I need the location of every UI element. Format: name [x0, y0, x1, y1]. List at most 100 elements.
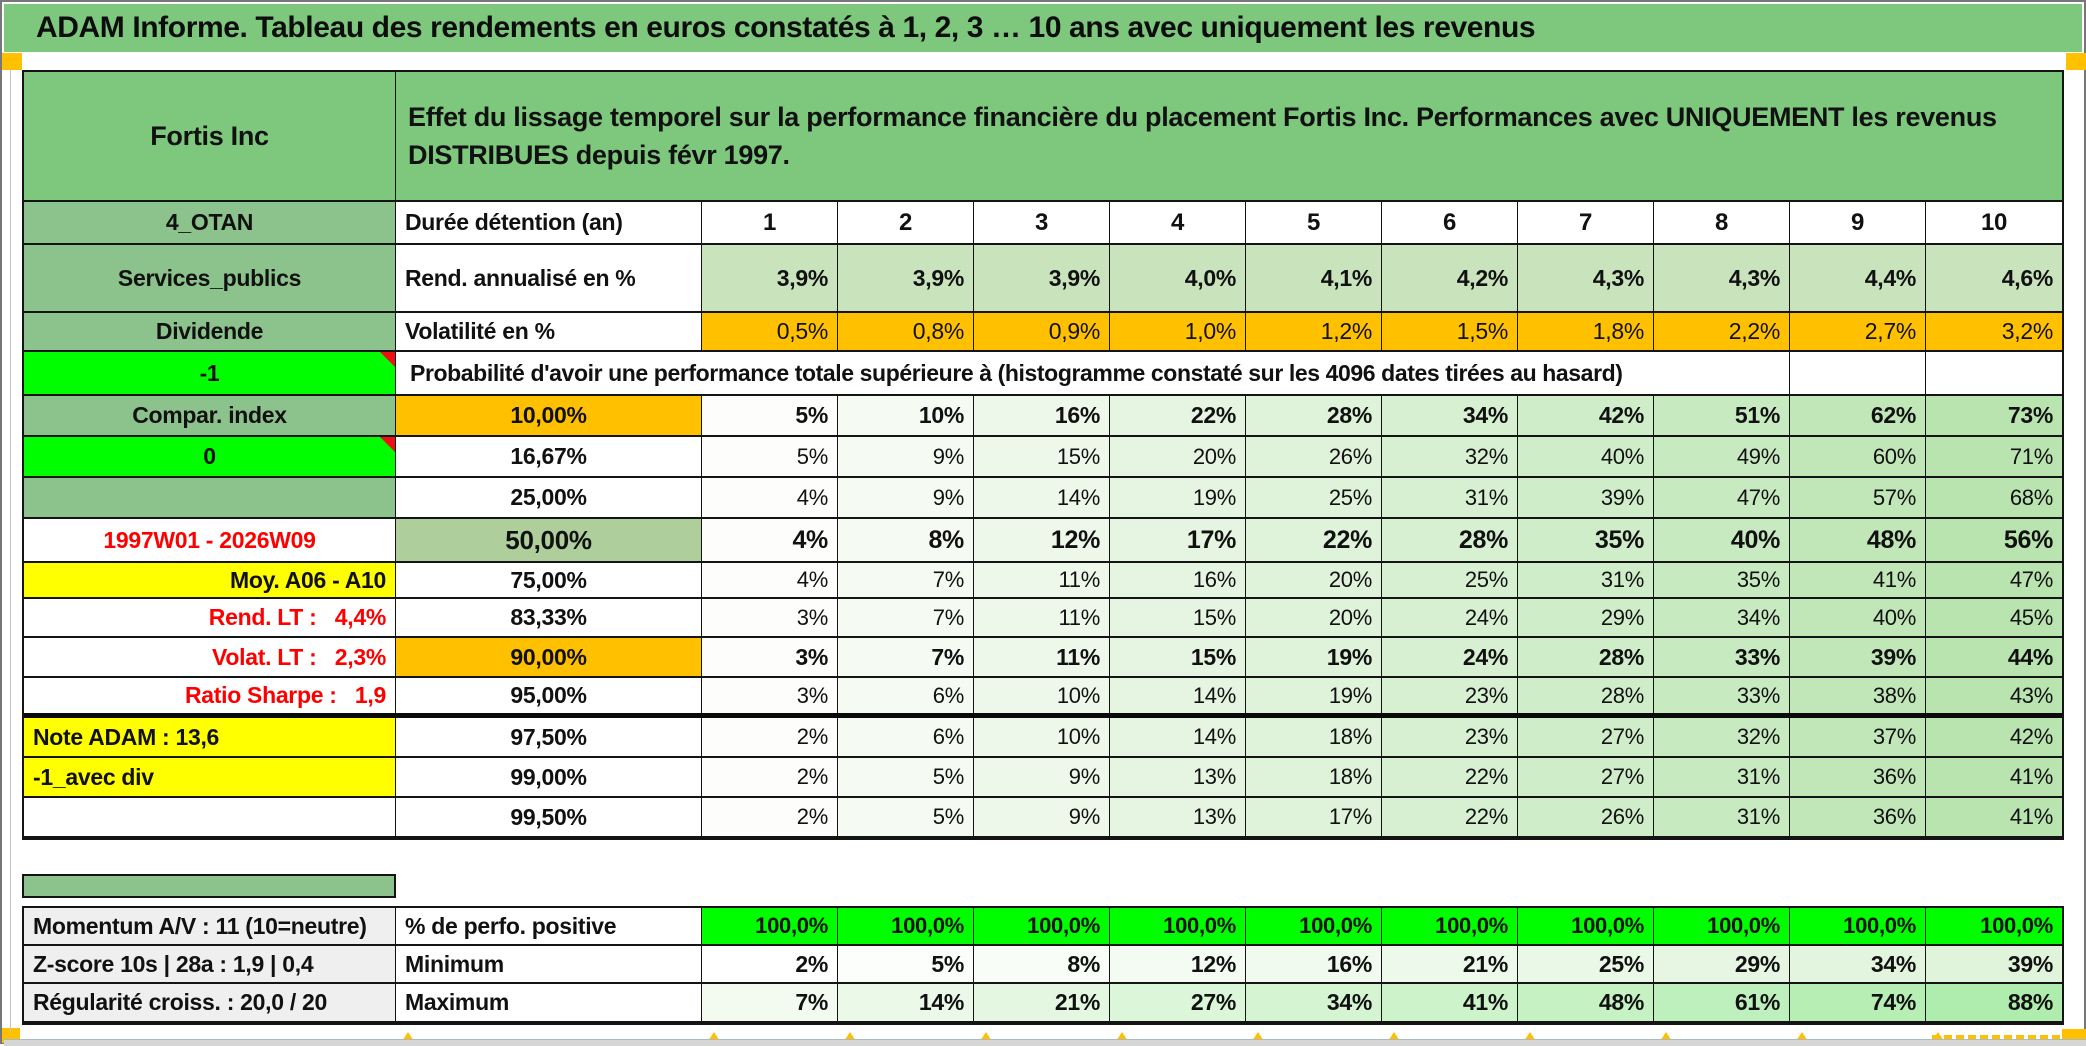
- cell-p97-5-y4[interactable]: 14%: [1110, 718, 1246, 756]
- metric-p95[interactable]: 95,00%: [396, 678, 702, 713]
- cell-p99-5-y2[interactable]: 5%: [838, 798, 974, 836]
- cell-p83-33-y8[interactable]: 34%: [1654, 599, 1790, 636]
- cell-p90-y10[interactable]: 44%: [1926, 638, 2062, 676]
- metric-p99[interactable]: 99,00%: [396, 758, 702, 796]
- cell-p95-y2[interactable]: 6%: [838, 678, 974, 713]
- cell-p10-y3[interactable]: 16%: [974, 396, 1110, 435]
- cell-p99-5-y5[interactable]: 17%: [1246, 798, 1382, 836]
- cell-rend-annualise-y2[interactable]: 3,9%: [838, 245, 974, 311]
- label-minimum[interactable]: Z-score 10s | 28a : 1,9 | 0,4: [24, 946, 396, 982]
- cell-duration-y9[interactable]: 9: [1790, 202, 1926, 243]
- cell-p10-y6[interactable]: 34%: [1382, 396, 1518, 435]
- cell-rend-annualise-y6[interactable]: 4,2%: [1382, 245, 1518, 311]
- cell-p99-y3[interactable]: 9%: [974, 758, 1110, 796]
- cell-maximum-y6[interactable]: 41%: [1382, 984, 1518, 1021]
- cell-p97-5-y6[interactable]: 23%: [1382, 718, 1518, 756]
- cell-p83-33-y10[interactable]: 45%: [1926, 599, 2062, 636]
- cell-p10-y5[interactable]: 28%: [1246, 396, 1382, 435]
- cell-rend-annualise-y1[interactable]: 3,9%: [702, 245, 838, 311]
- metric-p25[interactable]: 25,00%: [396, 478, 702, 517]
- cell-p90-y2[interactable]: 7%: [838, 638, 974, 676]
- cell-p90-y3[interactable]: 11%: [974, 638, 1110, 676]
- cell-duration-y6[interactable]: 6: [1382, 202, 1518, 243]
- cell-p90-y6[interactable]: 24%: [1382, 638, 1518, 676]
- cell-volatilite-y2[interactable]: 0,8%: [838, 313, 974, 350]
- cell-p16-67-y7[interactable]: 40%: [1518, 437, 1654, 476]
- cell-p16-67-y6[interactable]: 32%: [1382, 437, 1518, 476]
- metric-duration[interactable]: Durée détention (an): [396, 202, 702, 243]
- cell-p10-y1[interactable]: 5%: [702, 396, 838, 435]
- cell-volatilite-y8[interactable]: 2,2%: [1654, 313, 1790, 350]
- cell-p16-67-y2[interactable]: 9%: [838, 437, 974, 476]
- cell-p95-y1[interactable]: 3%: [702, 678, 838, 713]
- cell-duration-y3[interactable]: 3: [974, 202, 1110, 243]
- cell-p16-67-y1[interactable]: 5%: [702, 437, 838, 476]
- cell-perfo-positive-y3[interactable]: 100,0%: [974, 908, 1110, 944]
- cell-p95-y9[interactable]: 38%: [1790, 678, 1926, 713]
- cell-p75-y4[interactable]: 16%: [1110, 563, 1246, 597]
- cell-p99-y10[interactable]: 41%: [1926, 758, 2062, 796]
- cell-minimum-y1[interactable]: 2%: [702, 946, 838, 982]
- green-strip-cell[interactable]: [22, 874, 396, 898]
- cell-p99-5-y4[interactable]: 13%: [1110, 798, 1246, 836]
- cell-p10-y10[interactable]: 73%: [1926, 396, 2062, 435]
- cell-volatilite-y7[interactable]: 1,8%: [1518, 313, 1654, 350]
- cell-maximum-y3[interactable]: 21%: [974, 984, 1110, 1021]
- cell-perfo-positive-y4[interactable]: 100,0%: [1110, 908, 1246, 944]
- metric-minimum[interactable]: Minimum: [396, 946, 702, 982]
- label-p95[interactable]: Ratio Sharpe : 1,9: [24, 678, 396, 713]
- label-p90[interactable]: Volat. LT : 2,3%: [24, 638, 396, 676]
- cell-p90-y5[interactable]: 19%: [1246, 638, 1382, 676]
- label-p10[interactable]: Compar. index: [24, 396, 396, 435]
- cell-p75-y9[interactable]: 41%: [1790, 563, 1926, 597]
- cell-p97-5-y9[interactable]: 37%: [1790, 718, 1926, 756]
- cell-duration-y1[interactable]: 1: [702, 202, 838, 243]
- cell-minimum-y8[interactable]: 29%: [1654, 946, 1790, 982]
- cell-p99-5-y10[interactable]: 41%: [1926, 798, 2062, 836]
- cell-p83-33-y3[interactable]: 11%: [974, 599, 1110, 636]
- cell-volatilite-y3[interactable]: 0,9%: [974, 313, 1110, 350]
- cell-p97-5-y8[interactable]: 32%: [1654, 718, 1790, 756]
- metric-p50[interactable]: 50,00%: [396, 519, 702, 561]
- cell-p75-y1[interactable]: 4%: [702, 563, 838, 597]
- cell-minimum-y2[interactable]: 5%: [838, 946, 974, 982]
- metric-rend-annualise[interactable]: Rend. annualisé en %: [396, 245, 702, 311]
- cell-p95-y8[interactable]: 33%: [1654, 678, 1790, 713]
- cell-p10-y2[interactable]: 10%: [838, 396, 974, 435]
- metric-volatilite[interactable]: Volatilité en %: [396, 313, 702, 350]
- cell-p50-y6[interactable]: 28%: [1382, 519, 1518, 561]
- cell-p97-5-y2[interactable]: 6%: [838, 718, 974, 756]
- cell-rend-annualise-y9[interactable]: 4,4%: [1790, 245, 1926, 311]
- metric-p83-33[interactable]: 83,33%: [396, 599, 702, 636]
- cell-maximum-y2[interactable]: 14%: [838, 984, 974, 1021]
- cell-p99-y8[interactable]: 31%: [1654, 758, 1790, 796]
- cell-volatilite-y4[interactable]: 1,0%: [1110, 313, 1246, 350]
- cell-minimum-y5[interactable]: 16%: [1246, 946, 1382, 982]
- label-rend-annualise[interactable]: Services_publics: [24, 245, 396, 311]
- cell-p95-y3[interactable]: 10%: [974, 678, 1110, 713]
- cell-rend-annualise-y10[interactable]: 4,6%: [1926, 245, 2062, 311]
- cell-duration-y10[interactable]: 10: [1980, 208, 2008, 236]
- cell-perfo-positive-y6[interactable]: 100,0%: [1382, 908, 1518, 944]
- prob-note-cell[interactable]: Probabilité d'avoir une performance tota…: [396, 352, 1790, 394]
- cell-p25-y2[interactable]: 9%: [838, 478, 974, 517]
- cell-duration-y5[interactable]: 5: [1246, 202, 1382, 243]
- cell-p75-y7[interactable]: 31%: [1518, 563, 1654, 597]
- cell-minimum-y4[interactable]: 12%: [1110, 946, 1246, 982]
- cell-maximum-y10[interactable]: 88%: [1926, 984, 2062, 1021]
- cell-duration-y2[interactable]: 2: [838, 202, 974, 243]
- fund-name-cell[interactable]: Fortis Inc: [24, 72, 396, 200]
- cell-p95-y7[interactable]: 28%: [1518, 678, 1654, 713]
- cell-perfo-positive-y5[interactable]: 100,0%: [1246, 908, 1382, 944]
- cell-p25-y4[interactable]: 19%: [1110, 478, 1246, 517]
- label-p99[interactable]: -1_avec div: [24, 758, 396, 796]
- cell-p75-y6[interactable]: 25%: [1382, 563, 1518, 597]
- metric-p75[interactable]: 75,00%: [396, 563, 702, 597]
- cell-duration-y7[interactable]: 7: [1518, 202, 1654, 243]
- label-maximum[interactable]: Régularité croiss. : 20,0 / 20: [24, 984, 396, 1021]
- label-p50[interactable]: 1997W01 - 2026W09: [24, 519, 396, 561]
- cell-p50-y1[interactable]: 4%: [702, 519, 838, 561]
- cell-p99-5-y1[interactable]: 2%: [702, 798, 838, 836]
- cell-p25-y3[interactable]: 14%: [974, 478, 1110, 517]
- cell-maximum-y5[interactable]: 34%: [1246, 984, 1382, 1021]
